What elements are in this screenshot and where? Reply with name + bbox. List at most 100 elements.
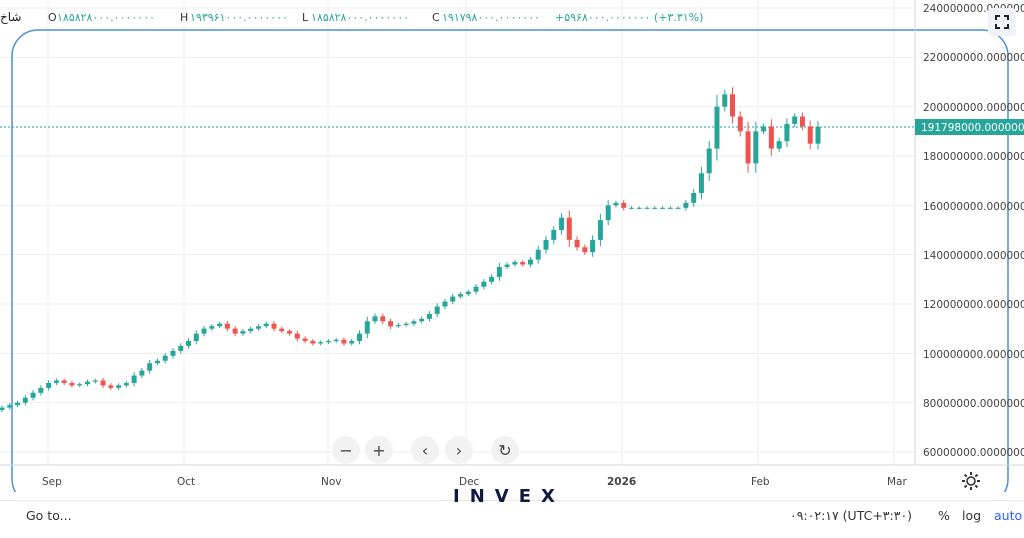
time-axis: Sep Oct Nov Dec 2026 Feb Mar [42,476,907,488]
time-tick: Feb [751,476,770,488]
candle-body [178,345,184,351]
candle-body [450,296,456,302]
price-tick: 80000000.0000000 [923,398,1024,410]
candle-body [660,207,666,209]
change-value: +۵۹۶۸۰۰۰.۰۰۰۰۰۰۰ (+۳.۳۱%) [555,11,704,24]
candle-body [395,324,401,327]
candle-body [22,397,28,403]
candle-body [411,321,417,324]
goto-date-button[interactable]: Go to... [26,508,72,523]
candle-body [807,126,813,144]
candle-body [147,363,153,371]
candle-body [69,382,75,386]
candle-body [683,202,689,208]
price-tick: 120000000.0000000 [923,299,1024,311]
candle-body [512,262,518,265]
chevron-right-icon: › [455,440,463,460]
price-tick: 100000000.0000000 [923,349,1024,361]
candle-body [201,328,207,334]
candle-body [761,126,767,132]
close-label: C [432,11,440,24]
close-value: ۱۹۱۷۹۸۰۰۰.۰۰۰۰۰۰۰ [442,11,541,24]
time-tick: Dec [459,476,480,488]
candle-body [403,323,409,325]
candle-body [248,328,254,332]
high-label: H [180,11,189,24]
candle-body [698,173,704,193]
candle-body [722,94,728,107]
candle-body [263,323,269,327]
candle-body [706,148,712,174]
time-tick: 2026 [607,476,636,488]
zoom-in-button[interactable]: + [365,436,393,464]
candle-body [496,267,502,277]
candle-body [92,380,98,382]
candle-body [776,141,782,149]
candle-body [605,205,611,221]
time-tick: Mar [887,476,907,488]
candle-body [458,294,464,297]
scroll-left-button[interactable]: ‹ [411,436,439,464]
candle-body [644,207,650,209]
clock-timezone[interactable]: ۰۹:۰۲:۱۷ (UTC+۳:۳۰) [790,508,913,523]
candle-body [426,313,432,319]
candle-body [527,259,533,265]
candle-body [559,217,565,230]
candle-body [186,341,192,346]
time-tick: Oct [177,476,195,488]
symbol-title-fragment: شاخ [0,10,22,24]
reset-chart-button[interactable]: ↻ [491,436,519,464]
candle-body [7,405,13,408]
candle-body [597,220,603,240]
candle-body [116,385,122,388]
zoom-out-button[interactable]: − [332,436,360,464]
price-tick: 60000000.0000000 [923,447,1024,459]
candle-body [356,333,362,341]
low-label: L [302,11,309,24]
candle-body [170,350,176,356]
candle-body [730,94,736,117]
candle-body [504,264,510,267]
candle-body [325,341,331,343]
candle-body [380,316,386,322]
candle-body [636,207,642,209]
candle-body [154,360,160,364]
candle-body [613,202,619,206]
low-value: ۱۸۵۸۲۸۰۰۰.۰۰۰۰۰۰۰ [311,11,410,24]
candle-body [784,123,790,142]
price-tick: 180000000.0000000 [923,151,1024,163]
candle-body [271,323,277,329]
candle-body [419,318,425,322]
candle-body [349,341,355,344]
candle-body [582,247,588,253]
candle-body [753,131,759,164]
scroll-right-button[interactable]: › [445,436,473,464]
last-price-label: 191798000.0000000 [921,122,1024,134]
chart-area[interactable]: 240000000.0000000 220000000.0000000 2000… [0,0,1024,506]
candle-body [628,207,634,209]
settings-gear-icon[interactable] [960,470,982,492]
fullscreen-button[interactable] [988,8,1016,36]
candle-body [255,326,261,329]
candle-body [745,131,751,164]
candle-body [590,239,596,253]
candle-body [224,323,230,329]
price-axis: 240000000.0000000 220000000.0000000 2000… [923,3,1024,459]
candle-body [815,126,821,144]
candle-body [46,382,52,388]
auto-scale-toggle[interactable]: auto [994,508,1023,523]
candle-body [341,339,347,344]
candle-body [279,328,285,332]
log-scale-toggle[interactable]: log [962,508,982,523]
price-chart[interactable]: 240000000.0000000 220000000.0000000 2000… [0,0,1024,506]
price-tick: 160000000.0000000 [923,201,1024,213]
candle-body [574,239,580,248]
candle-body [465,291,471,295]
candle-body [799,116,805,127]
percent-scale-toggle[interactable]: % [938,508,950,523]
price-tick: 200000000.0000000 [923,102,1024,114]
candle-body [123,382,129,386]
candle-body [768,126,774,149]
time-tick: Nov [321,476,342,488]
candle-body [217,323,223,327]
